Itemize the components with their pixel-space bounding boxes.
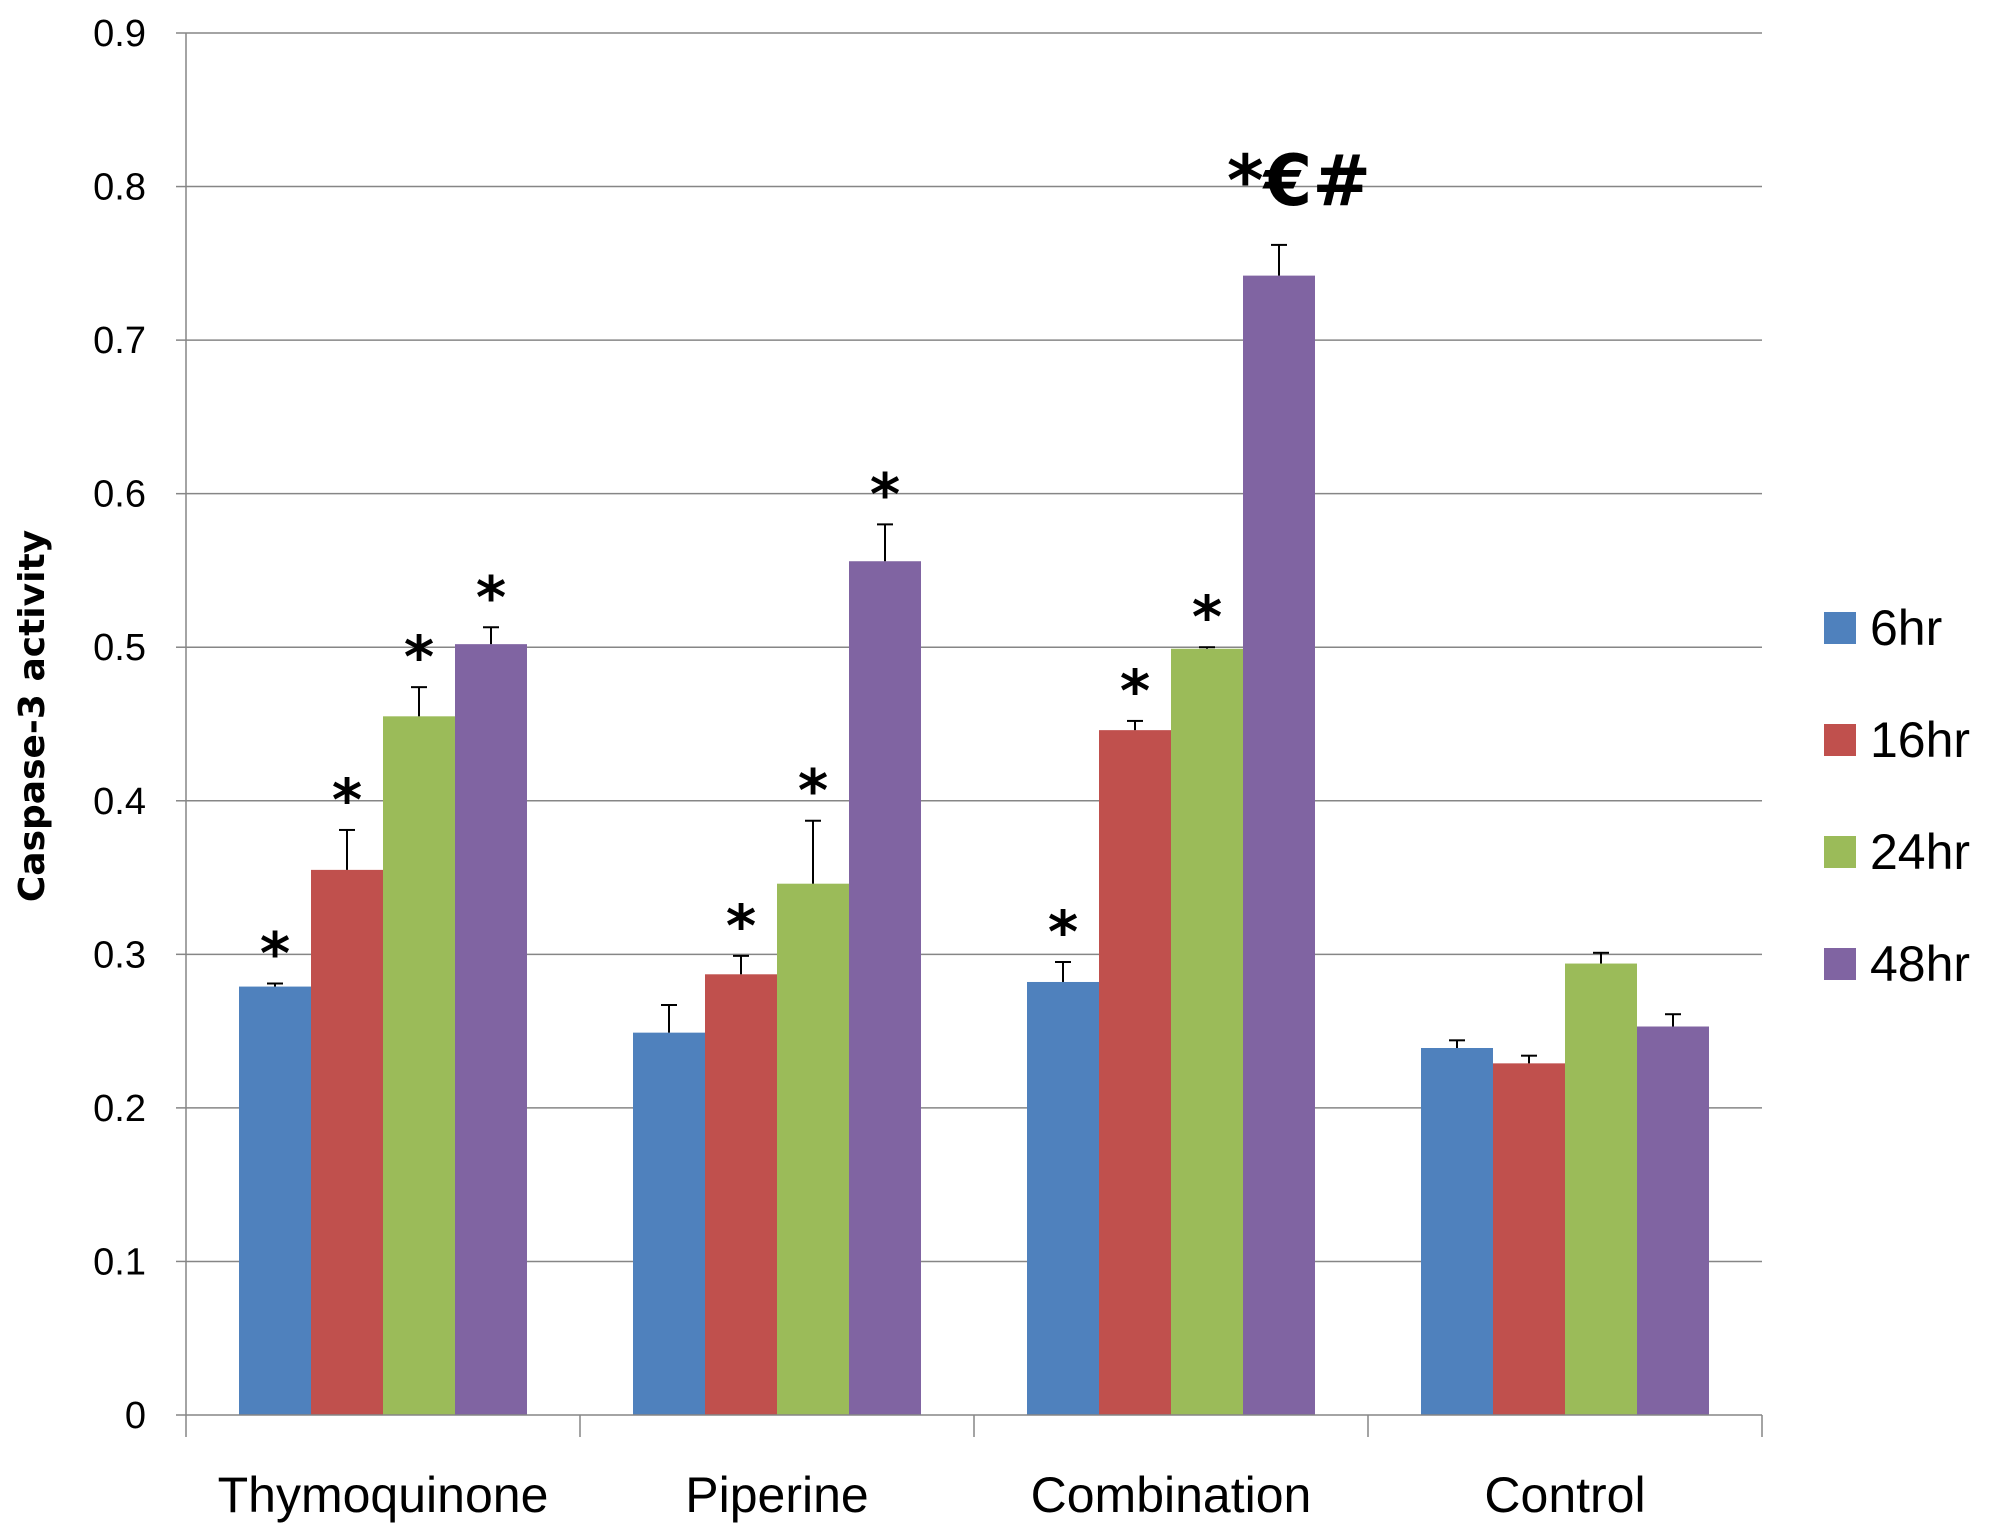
legend-label-6hr: 6hr xyxy=(1870,600,1942,656)
x-category-control: Control xyxy=(1484,1467,1645,1523)
x-axis-categories: Thymoquinone Piperine Combination Control xyxy=(218,1467,1646,1523)
y-tick-label: 0.9 xyxy=(93,13,146,55)
bar-combination-48hr xyxy=(1243,275,1315,1415)
bar-combination-16hr xyxy=(1099,730,1171,1415)
legend-swatch-6hr xyxy=(1824,612,1856,644)
legend-label-24hr: 24hr xyxy=(1870,824,1970,880)
significance-marker: *€# xyxy=(1227,140,1371,222)
legend-label-16hr: 16hr xyxy=(1870,712,1970,768)
bar-combination-6hr xyxy=(1027,981,1099,1415)
y-tick-label: 0.7 xyxy=(93,320,146,362)
bar-piperine-16hr xyxy=(705,974,777,1415)
bars: * * * * * * * * * * *€# xyxy=(239,140,1709,1415)
significance-marker: * xyxy=(476,563,506,631)
significance-marker: * xyxy=(332,766,362,834)
axes xyxy=(185,33,1763,1437)
significance-marker: * xyxy=(260,920,290,988)
bar-thymoquinone-24hr xyxy=(383,716,455,1415)
significance-marker: * xyxy=(1120,657,1150,725)
x-category-combination: Combination xyxy=(1031,1467,1312,1523)
bar-piperine-48hr xyxy=(849,561,921,1415)
bar-piperine-6hr xyxy=(633,1032,705,1415)
legend-swatch-48hr xyxy=(1824,948,1856,980)
x-category-piperine: Piperine xyxy=(685,1467,868,1523)
significance-marker: * xyxy=(1192,583,1222,651)
bar-thymoquinone-6hr xyxy=(239,986,311,1415)
y-axis-label: Caspase-3 activity xyxy=(12,530,53,902)
y-tick-label: 0.1 xyxy=(93,1241,146,1283)
y-axis-ticks: 0 0.1 0.2 0.3 0.4 0.5 0.6 0.7 0.8 0.9 xyxy=(93,13,186,1437)
bar-control-16hr xyxy=(1493,1063,1565,1415)
significance-marker: * xyxy=(404,623,434,691)
legend-swatch-16hr xyxy=(1824,724,1856,756)
bar-control-6hr xyxy=(1421,1048,1493,1415)
x-category-thymoquinone: Thymoquinone xyxy=(218,1467,549,1523)
legend: 6hr 16hr 24hr 48hr xyxy=(1824,600,1970,992)
bar-control-48hr xyxy=(1637,1026,1709,1415)
significance-marker: * xyxy=(870,460,900,528)
significance-marker: * xyxy=(1048,898,1078,966)
significance-marker: * xyxy=(798,757,828,825)
bar-thymoquinone-48hr xyxy=(455,644,527,1415)
legend-label-48hr: 48hr xyxy=(1870,936,1970,992)
bar-combination-24hr xyxy=(1171,648,1243,1415)
y-tick-label: 0.2 xyxy=(93,1088,146,1130)
y-tick-label: 0.3 xyxy=(93,934,146,976)
y-tick-label: 0.8 xyxy=(93,167,146,209)
y-tick-label: 0 xyxy=(125,1395,146,1437)
y-tick-label: 0.5 xyxy=(93,627,146,669)
bar-thymoquinone-16hr xyxy=(311,869,383,1415)
legend-swatch-24hr xyxy=(1824,836,1856,868)
y-tick-label: 0.4 xyxy=(93,781,146,823)
significance-marker: * xyxy=(726,892,756,960)
bar-control-24hr xyxy=(1565,963,1637,1415)
y-tick-label: 0.6 xyxy=(93,474,146,516)
bar-piperine-24hr xyxy=(777,883,849,1415)
